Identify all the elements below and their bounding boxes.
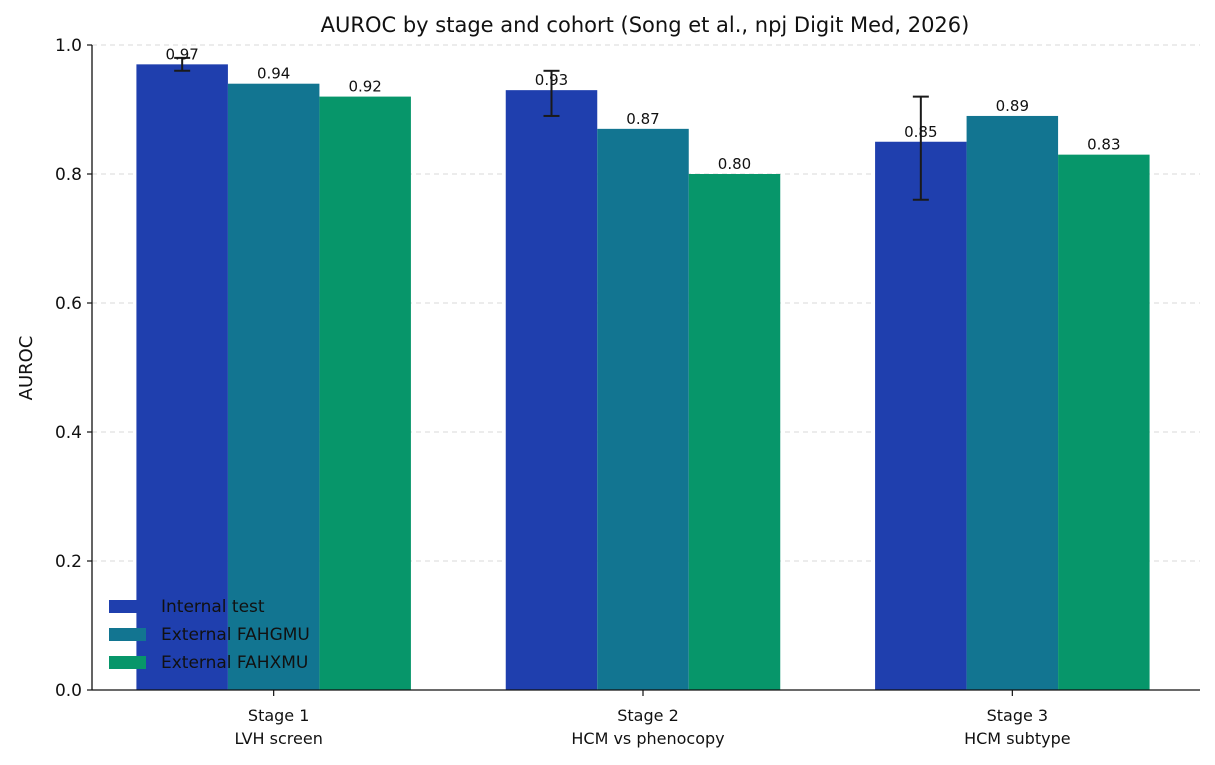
data-label: 0.89 — [996, 97, 1029, 115]
data-label: 0.85 — [904, 123, 937, 141]
legend-swatch — [109, 656, 146, 669]
data-label: 0.94 — [257, 65, 290, 83]
legend-label: Internal test — [161, 597, 265, 617]
error-bars — [174, 56, 929, 201]
legend: Internal test External FAHGMU External FAH… — [109, 597, 310, 673]
legend-label: External FAHGMU — [161, 625, 310, 645]
x-tick-label: Stage 3 — [987, 706, 1049, 725]
bars — [136, 64, 1150, 691]
data-label: 0.80 — [718, 155, 751, 173]
x-tick-sublabel: LVH screen — [234, 729, 322, 748]
legend-swatch — [109, 628, 146, 641]
x-tick-sublabel: HCM vs phenocopy — [571, 729, 724, 748]
y-tick-label: 0.4 — [55, 423, 82, 443]
data-labels: 0.97 0.94 0.92 0.93 0.87 0.80 0.85 0.89 0.83 — [165, 45, 1120, 173]
y-tick-label: 0.2 — [55, 552, 82, 572]
y-tick-label: 0.0 — [55, 681, 82, 701]
bar — [688, 174, 781, 690]
legend-swatch — [109, 600, 146, 613]
x-tick-label: Stage 2 — [617, 706, 679, 725]
bar — [227, 83, 320, 690]
data-label: 0.87 — [626, 110, 659, 128]
data-label: 0.93 — [535, 71, 568, 89]
bar — [319, 96, 411, 691]
bar — [966, 115, 1059, 690]
data-label: 0.97 — [165, 45, 198, 63]
bar — [505, 90, 598, 690]
y-tick-label: 0.6 — [55, 294, 82, 314]
x-tick-label: Stage 1 — [248, 706, 310, 725]
chart-title: AUROC by stage and cohort (Song et al., … — [321, 13, 970, 37]
bar — [597, 128, 689, 691]
legend-label: External FAHXMU — [161, 653, 308, 673]
bar — [1058, 154, 1150, 690]
data-label: 0.83 — [1087, 136, 1120, 154]
data-label: 0.92 — [348, 78, 381, 96]
x-tick-sublabel: HCM subtype — [964, 729, 1070, 748]
bar — [875, 141, 967, 690]
bar — [136, 64, 228, 691]
y-tick-label: 0.8 — [55, 165, 82, 185]
y-axis-label: AUROC — [16, 336, 37, 401]
y-tick-label: 1.0 — [55, 36, 82, 56]
axes: 0.0 0.2 0.4 0.6 0.8 1.0 Stage 1 LVH screen Stage… — [55, 36, 1200, 748]
